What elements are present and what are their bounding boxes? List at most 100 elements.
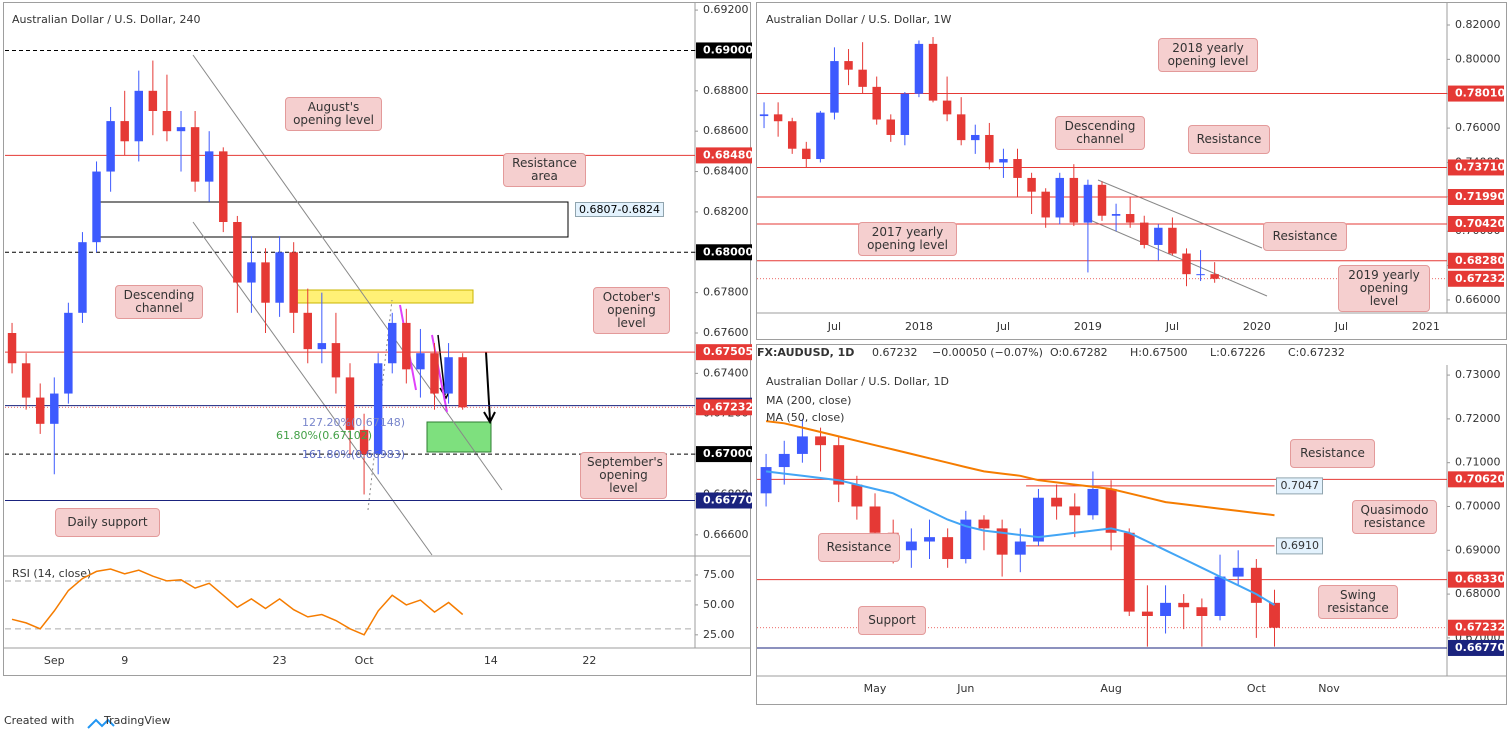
ma-line xyxy=(765,420,1275,517)
y-tick-label: 0.68000 xyxy=(1455,587,1501,600)
candle-body xyxy=(996,528,1008,555)
level-label-box xyxy=(1448,215,1504,232)
y-tick-label: 0.68400 xyxy=(703,165,749,178)
candle-body xyxy=(1182,253,1191,275)
level-label-box xyxy=(1448,159,1504,176)
candle-body xyxy=(106,121,115,172)
chart-title: Australian Dollar / U.S. Dollar, 1W xyxy=(766,13,951,26)
logo xyxy=(87,718,115,729)
fib-label: 161.80%(0.66983) xyxy=(302,448,406,461)
candle-body xyxy=(35,397,45,424)
x-tick-label: Jul xyxy=(1334,320,1348,333)
channel-line xyxy=(192,221,433,556)
candle-body xyxy=(1027,177,1036,192)
candle-body xyxy=(134,90,143,142)
y-tick-label: 0.67600 xyxy=(703,326,749,339)
y-tick-label: 0.69000 xyxy=(1455,543,1501,556)
x-tick-label: Sep xyxy=(44,654,65,667)
candle-body xyxy=(956,114,966,141)
candle-body xyxy=(851,484,863,507)
candle-body xyxy=(985,134,994,163)
candle-body xyxy=(942,100,952,115)
candle-body xyxy=(928,43,938,101)
level-label-box xyxy=(696,244,752,261)
level-label: 0.70420 xyxy=(1455,217,1505,230)
candle-body xyxy=(815,436,826,446)
y-tick-label: 0.76000 xyxy=(1455,121,1501,134)
x-tick-label: Jul xyxy=(827,320,841,333)
y-tick-label: 0.69200 xyxy=(703,3,749,16)
panel-borders xyxy=(3,2,1507,705)
x-tick-label: Jul xyxy=(1165,320,1179,333)
y-tick-label: 0.67400 xyxy=(703,366,749,379)
annotation: Resistance xyxy=(818,533,900,562)
candle-body xyxy=(458,357,467,408)
x-tick-label: 2019 xyxy=(1074,320,1102,333)
panel-top-right xyxy=(756,2,1507,340)
candle-body xyxy=(373,363,383,455)
candle-body xyxy=(416,353,425,370)
level-label: 0.68280 xyxy=(1455,254,1505,267)
candle-body xyxy=(1196,274,1205,276)
level-label: 0.66770 xyxy=(1455,641,1505,654)
candle-body xyxy=(942,537,954,560)
footer-text: Created with xyxy=(4,714,74,727)
candle-body xyxy=(999,159,1008,163)
candle-body xyxy=(1069,506,1081,516)
chart-title: Australian Dollar / U.S. Dollar, 240 xyxy=(12,13,201,26)
panel-bottom-right xyxy=(756,344,1507,705)
candle-body xyxy=(960,519,972,560)
candle-body xyxy=(1051,497,1063,507)
x-tick-label: 2020 xyxy=(1243,320,1271,333)
annotation: September's opening level xyxy=(580,452,667,499)
candle-body xyxy=(359,429,369,455)
candle-body xyxy=(914,43,924,94)
candle-body xyxy=(816,112,825,160)
high: H:0.67500 xyxy=(1130,346,1187,359)
level-label-box xyxy=(696,446,752,463)
level-label: 0.69000 xyxy=(703,43,753,56)
x-tick-label: Jul xyxy=(996,320,1010,333)
candle-body xyxy=(1160,602,1171,616)
level-label: 0.67505 xyxy=(703,345,753,358)
candle-body xyxy=(430,353,439,394)
candle-body xyxy=(1083,184,1093,223)
candle-body xyxy=(1196,607,1208,616)
candle-body xyxy=(50,393,59,424)
candle-body xyxy=(1141,611,1153,616)
x-tick-label: 14 xyxy=(484,654,498,667)
zone-label: 0.6807-0.6824 xyxy=(575,202,664,217)
level-label: 0.68480 xyxy=(703,148,753,161)
candle-body xyxy=(275,252,284,303)
y-tick-label: 0.82000 xyxy=(1455,18,1501,31)
candle-body xyxy=(7,333,17,364)
candle-body xyxy=(1210,274,1219,279)
level-label: 0.66770 xyxy=(703,494,753,507)
candle-body xyxy=(886,119,895,135)
candle-body xyxy=(872,86,881,120)
candle-body xyxy=(331,343,341,378)
candle-body xyxy=(444,357,453,394)
ma-line xyxy=(765,470,1276,606)
annotation: Resistance xyxy=(1290,439,1375,468)
candle-body xyxy=(1125,214,1135,223)
y-tick-label: 25.00 xyxy=(703,628,735,641)
annotation: Descending channel xyxy=(1055,116,1145,150)
level-label: 0.68000 xyxy=(703,245,753,258)
annotation: Daily support xyxy=(55,508,160,537)
level-label: 0.6910 xyxy=(1281,539,1320,552)
candle-body xyxy=(1097,184,1107,216)
pane-title: RSI (14, close) xyxy=(12,567,91,580)
footer-brand[interactable]: TradingView xyxy=(103,714,170,727)
annotation: Swing resistance xyxy=(1318,585,1398,619)
y-tick-label: 0.68600 xyxy=(703,124,749,137)
annotation: 2019 yearly opening level xyxy=(1338,265,1430,312)
candle-body xyxy=(21,363,31,398)
level-label: 0.71990 xyxy=(1455,190,1505,203)
legend-entry: MA (50, close) xyxy=(766,411,844,424)
x-tick-label: 2018 xyxy=(905,320,933,333)
candle-body xyxy=(978,519,990,529)
y-tick-label: 0.66600 xyxy=(703,528,749,541)
candle-body xyxy=(802,148,811,160)
y-tick-label: 0.71000 xyxy=(1455,456,1501,469)
